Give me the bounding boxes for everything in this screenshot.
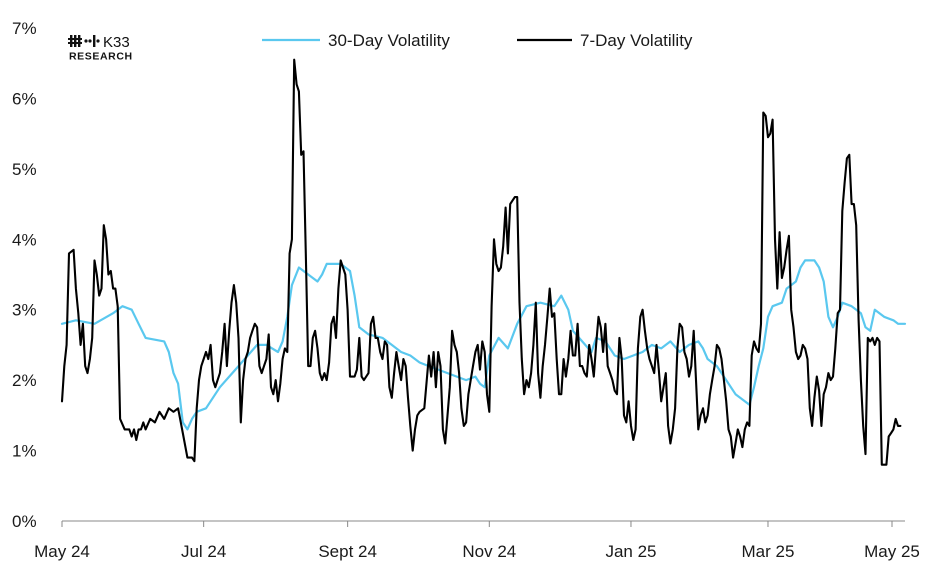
logo-subtitle-text: RESEARCH: [69, 51, 133, 63]
y-tick-label: 6%: [12, 89, 37, 108]
k33-logo-mark-icon: [68, 35, 100, 47]
y-tick-label: 5%: [12, 160, 37, 179]
y-tick-label: 7%: [12, 19, 37, 38]
legend-label: 7-Day Volatility: [580, 31, 693, 50]
logo-brand-text: K33: [103, 34, 130, 51]
series-line-7-day-volatility: [60, 58, 902, 466]
chart-legend: 30-Day Volatility 7-Day Volatility: [262, 31, 693, 50]
x-tick-label: Jan 25: [605, 542, 656, 561]
x-tick-label: Nov 24: [462, 542, 516, 561]
legend-label: 30-Day Volatility: [328, 31, 450, 50]
x-tick-label: Jul 24: [181, 542, 226, 561]
x-axis-ticks: May 24 Jul 24 Sept 24 Nov 24 Jan 25 Mar 25 May…: [34, 521, 920, 561]
series-layer: [60, 58, 907, 466]
y-axis-ticks: 0% 1% 2% 3% 4% 5% 6% 7%: [12, 19, 37, 531]
y-tick-label: 4%: [12, 230, 37, 249]
x-tick-label: May 24: [34, 542, 90, 561]
y-tick-label: 0%: [12, 512, 37, 531]
x-tick-label: Sept 24: [318, 542, 377, 561]
series-line-30-day-volatility: [60, 259, 907, 431]
x-tick-label: May 25: [864, 542, 920, 561]
y-tick-label: 1%: [12, 442, 37, 461]
k33-research-logo: K33 RESEARCH: [68, 34, 133, 63]
y-tick-label: 2%: [12, 371, 37, 390]
y-tick-label: 3%: [12, 301, 37, 320]
x-tick-label: Mar 25: [742, 542, 795, 561]
